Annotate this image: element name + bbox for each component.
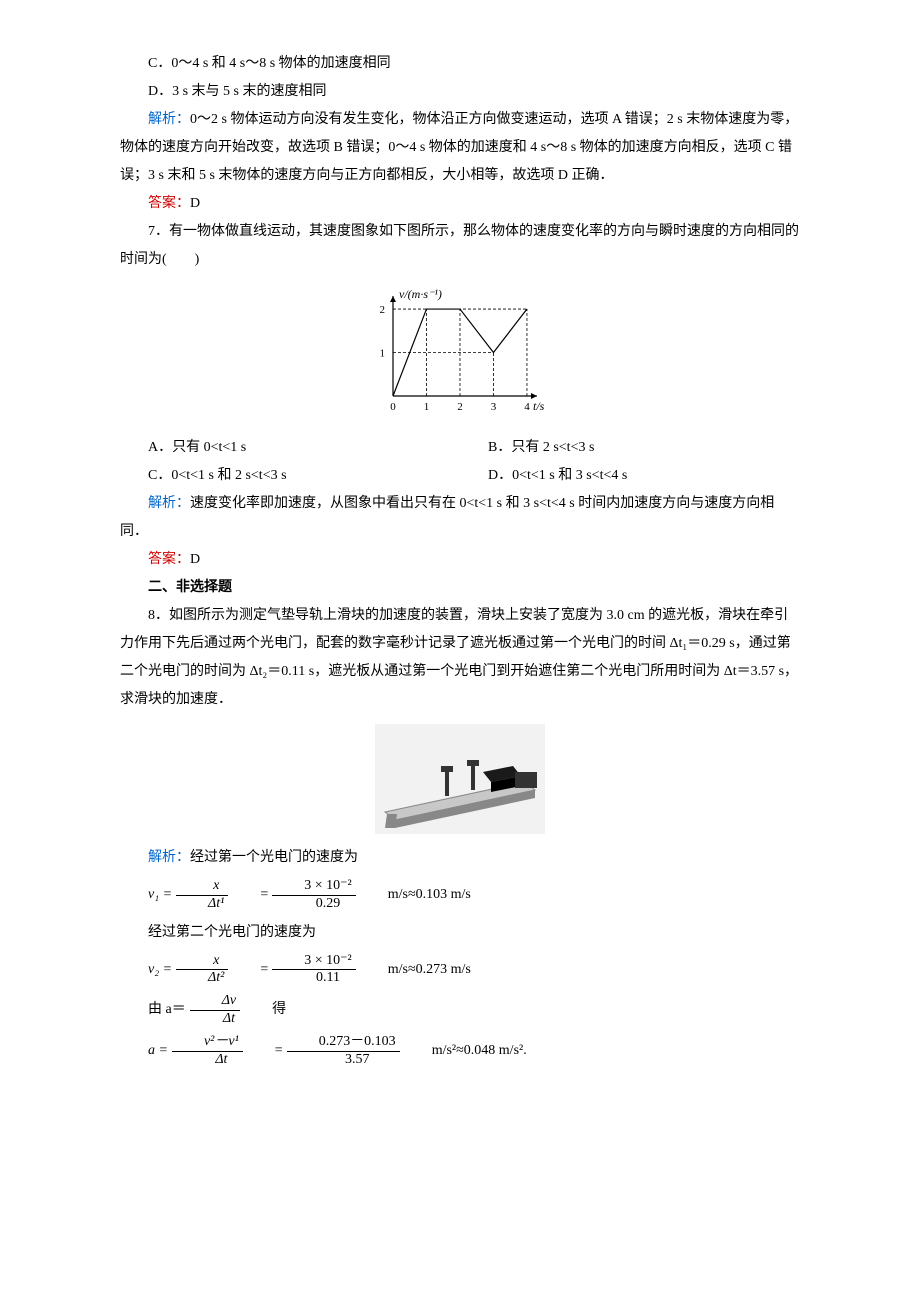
svg-text:2: 2	[380, 304, 386, 316]
svg-text:1: 1	[424, 401, 430, 413]
q8-line2: 经过第二个光电门的速度为	[120, 919, 800, 947]
q7-analysis-text: 速度变化率即加速度，从图象中看出只有在 0<t<1 s 和 3 s<t<4 s …	[120, 496, 774, 539]
q6-answer: 答案：D	[120, 190, 800, 218]
svg-text:3: 3	[491, 401, 497, 413]
q7-option-c: C．0<t<1 s 和 2 s<t<3 s	[120, 462, 460, 490]
q8-eq4: a = v²－v¹Δt = 0.273－0.1033.57 m/s²≈0.048…	[120, 1034, 800, 1069]
answer-label: 答案：	[148, 552, 190, 567]
analysis-label: 解析：	[148, 496, 190, 511]
q8-eq1: v₁ = xΔt¹ = 3 × 10⁻²0.29 m/s≈0.103 m/s	[120, 878, 800, 913]
q6-option-c: C．0～4 s 和 4 s～8 s 物体的加速度相同	[120, 50, 800, 78]
q8-line3: 由 a＝ ΔvΔt 得	[120, 993, 800, 1028]
q7-option-a: A．只有 0<t<1 s	[120, 434, 460, 462]
q7-option-b: B．只有 2 s<t<3 s	[460, 434, 800, 462]
q7-chart: 0 1 2 3 4 1 2 v/(m·s⁻¹) t/s	[120, 284, 800, 424]
q8-apparatus-photo	[120, 724, 800, 834]
q8-analysis-line0: 解析：经过第一个光电门的速度为	[120, 844, 800, 872]
svg-text:t/s: t/s	[533, 399, 545, 413]
q7-answer-value: D	[190, 552, 200, 567]
q7-analysis: 解析：速度变化率即加速度，从图象中看出只有在 0<t<1 s 和 3 s<t<4…	[120, 490, 800, 546]
q8-eq2: v₂ = xΔt² = 3 × 10⁻²0.11 m/s≈0.273 m/s	[120, 953, 800, 988]
q6-analysis-text: 0～2 s 物体运动方向没有发生变化，物体沿正方向做变速运动，选项 A 错误；2…	[120, 112, 798, 183]
svg-text:0: 0	[390, 401, 396, 413]
analysis-label: 解析：	[148, 112, 190, 127]
q8-line1: 经过第一个光电门的速度为	[190, 850, 358, 865]
q7-answer: 答案：D	[120, 546, 800, 574]
q7-option-d: D．0<t<1 s 和 3 s<t<4 s	[460, 462, 800, 490]
q6-answer-value: D	[190, 196, 200, 211]
analysis-label: 解析：	[148, 850, 190, 865]
svg-text:4: 4	[524, 401, 530, 413]
svg-text:1: 1	[380, 348, 386, 360]
svg-text:2: 2	[457, 401, 463, 413]
q7-stem: 7．有一物体做直线运动，其速度图象如下图所示，那么物体的速度变化率的方向与瞬时速…	[120, 218, 800, 274]
q8-stem: 8．如图所示为测定气垫导轨上滑块的加速度的装置，滑块上安装了宽度为 3.0 cm…	[120, 602, 800, 714]
section-2-header: 二、非选择题	[120, 574, 800, 602]
q6-analysis: 解析：0～2 s 物体运动方向没有发生变化，物体沿正方向做变速运动，选项 A 错…	[120, 106, 800, 190]
answer-label: 答案：	[148, 196, 190, 211]
q6-option-d: D．3 s 末与 5 s 末的速度相同	[120, 78, 800, 106]
svg-text:v/(m·s⁻¹): v/(m·s⁻¹)	[399, 287, 442, 301]
